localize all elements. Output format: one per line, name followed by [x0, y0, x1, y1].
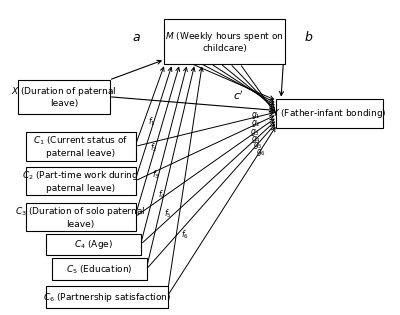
Text: $a$: $a$: [132, 31, 141, 44]
Text: $C_6$ (Partnership satisfaction): $C_6$ (Partnership satisfaction): [43, 290, 171, 304]
Text: $g_5$: $g_5$: [252, 140, 262, 151]
FancyBboxPatch shape: [164, 19, 286, 64]
Text: $C_2$ (Part-time work during
paternal leave): $C_2$ (Part-time work during paternal le…: [22, 169, 139, 193]
Text: $f_5$: $f_5$: [164, 208, 172, 220]
Text: $C_5$ (Education): $C_5$ (Education): [66, 263, 133, 276]
Text: $c'$: $c'$: [233, 89, 243, 102]
FancyBboxPatch shape: [26, 167, 136, 195]
FancyBboxPatch shape: [46, 234, 141, 255]
Text: $g_3$: $g_3$: [250, 127, 260, 138]
FancyBboxPatch shape: [46, 286, 168, 308]
Text: $C_3$ (Duration of solo paternal
leave): $C_3$ (Duration of solo paternal leave): [16, 205, 146, 229]
Text: $g_4$: $g_4$: [252, 134, 261, 145]
Text: $C_1$ (Current status of
paternal leave): $C_1$ (Current status of paternal leave): [33, 135, 128, 158]
Text: $f_6$: $f_6$: [181, 228, 189, 241]
FancyBboxPatch shape: [26, 203, 136, 231]
Text: $f_4$: $f_4$: [158, 189, 166, 201]
FancyBboxPatch shape: [26, 132, 136, 161]
Text: $X$ (Duration of paternal
leave): $X$ (Duration of paternal leave): [11, 85, 116, 108]
Text: $Y$ (Father-infant bonding): $Y$ (Father-infant bonding): [272, 107, 387, 120]
Text: $f_3$: $f_3$: [152, 168, 160, 181]
Text: $M$ (Weekly hours spent on
childcare): $M$ (Weekly hours spent on childcare): [166, 30, 284, 53]
Text: $g_6$: $g_6$: [256, 147, 266, 158]
Text: $f_1$: $f_1$: [148, 115, 156, 128]
Text: $b$: $b$: [304, 30, 314, 44]
Text: $C_4$ (Age): $C_4$ (Age): [74, 238, 113, 251]
FancyBboxPatch shape: [276, 99, 383, 128]
Text: $g_2$: $g_2$: [250, 118, 260, 129]
FancyBboxPatch shape: [18, 80, 110, 114]
Text: $f_2$: $f_2$: [150, 141, 158, 154]
Text: $g_1$: $g_1$: [250, 110, 260, 121]
FancyBboxPatch shape: [52, 259, 147, 280]
